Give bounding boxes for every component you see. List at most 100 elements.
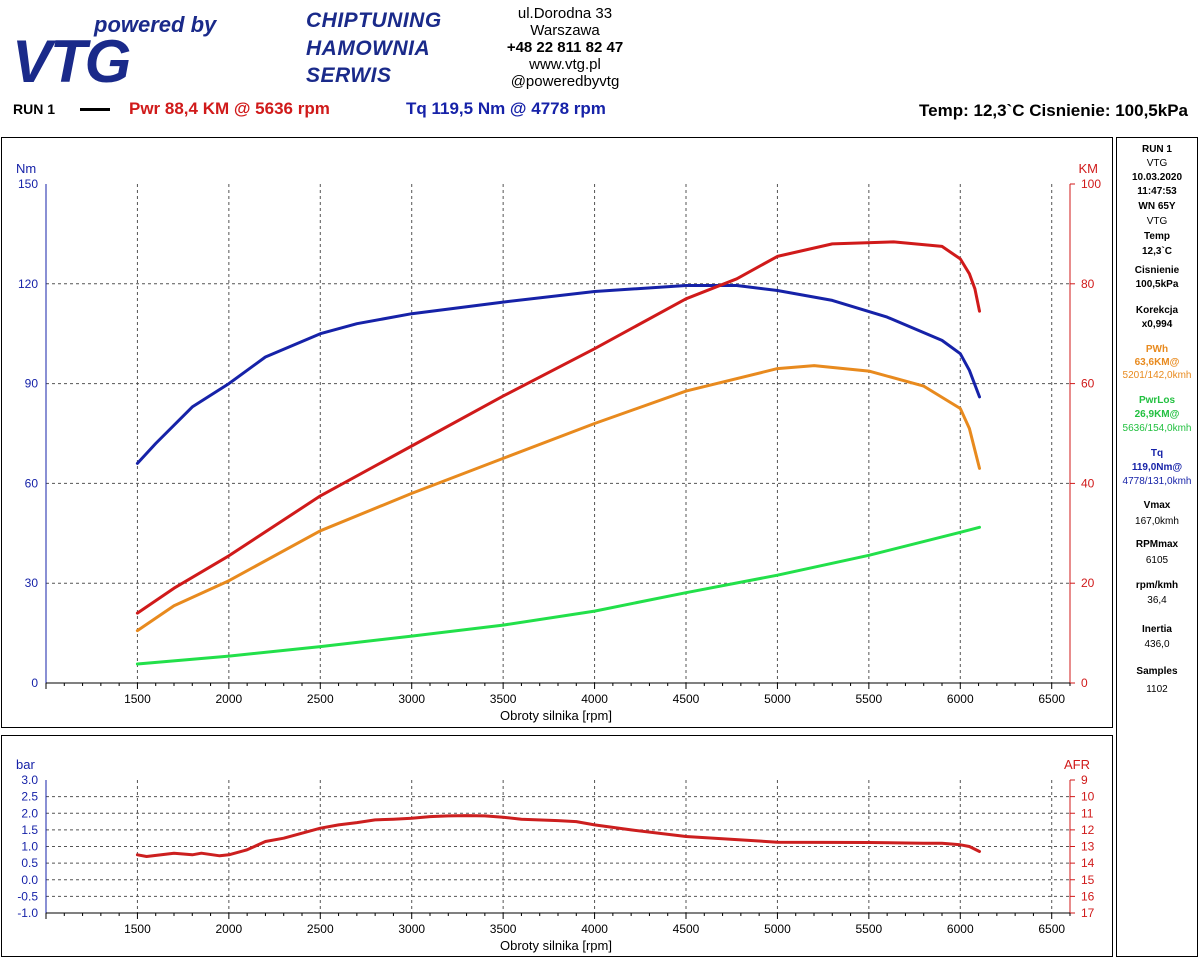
power-summary: Pwr 88,4 KM @ 5636 rpm bbox=[129, 99, 330, 118]
series-line-3 bbox=[135, 525, 981, 666]
run-info-line: x0,994 bbox=[1141, 319, 1173, 330]
x-tick-label: 5500 bbox=[856, 922, 883, 936]
y-tick-left: 0.0 bbox=[21, 873, 38, 887]
x-tick-label: 3500 bbox=[490, 922, 517, 936]
y-tick-left: 120 bbox=[18, 277, 38, 291]
vtg-logo: powered by VTG bbox=[12, 12, 218, 84]
run-info-line: 5201/142,0kmh bbox=[1122, 370, 1192, 381]
y-tick-right: 60 bbox=[1081, 377, 1095, 391]
x-axis-label: Obroty silnika [rpm] bbox=[500, 708, 612, 723]
y-tick-right: 15 bbox=[1081, 873, 1095, 887]
y-tick-right: 10 bbox=[1081, 790, 1095, 804]
run-info-line: 4778/131,0kmh bbox=[1122, 476, 1192, 487]
y-tick-right: 14 bbox=[1081, 856, 1095, 870]
x-tick-label: 5000 bbox=[764, 922, 791, 936]
y-tick-left: 60 bbox=[25, 476, 39, 490]
run-info-line: PwrLos bbox=[1138, 395, 1176, 406]
y-tick-right: 13 bbox=[1081, 840, 1095, 854]
y-tick-right: 11 bbox=[1081, 806, 1094, 820]
run-info-panel: RUN 1 VTG 10.03.2020 11:47:53 WN 65Y VTG Temp 1… bbox=[1116, 137, 1198, 957]
x-tick-label: 3000 bbox=[398, 692, 425, 706]
run-info-line: rpm/kmh bbox=[1135, 580, 1179, 591]
y-tick-right: 20 bbox=[1081, 576, 1095, 590]
y-tick-left: 30 bbox=[25, 576, 39, 590]
run-info-line: 100,5kPa bbox=[1135, 279, 1179, 290]
run-info-line: Tq bbox=[1150, 448, 1164, 459]
afr-chart-panel: bar AFR Obroty silnika [rpm] 3.0 2.5 2.0 1.… bbox=[1, 735, 1113, 957]
address-city: Warszawa bbox=[530, 22, 600, 39]
address-street: ul.Dorodna 33 bbox=[517, 5, 613, 22]
x-tick-label: 1500 bbox=[124, 922, 151, 936]
series-line-0 bbox=[135, 284, 981, 465]
x-tick-label: 2000 bbox=[216, 922, 243, 936]
y-tick-right: 100 bbox=[1081, 177, 1101, 191]
y-axis-left-label: Nm bbox=[16, 161, 36, 176]
y-tick-left: -0.5 bbox=[17, 889, 38, 903]
x-tick-label: 1500 bbox=[124, 692, 151, 706]
run-info-line: Inertia bbox=[1141, 624, 1172, 635]
address-phone: +48 22 811 82 47 bbox=[506, 39, 624, 56]
run-info-line: 167,0kmh bbox=[1135, 516, 1179, 527]
run-info-line: 10.03.2020 bbox=[1131, 172, 1183, 183]
run-info-line: WN 65Y bbox=[1138, 201, 1176, 212]
x-tick-label: 6500 bbox=[1038, 692, 1065, 706]
y-tick-right: 40 bbox=[1081, 476, 1095, 490]
brand-line-hamownia: HAMOWNIA bbox=[306, 37, 431, 60]
y-tick-left: 1.0 bbox=[21, 840, 38, 854]
x-tick-label: 3500 bbox=[490, 692, 517, 706]
y-tick-left: 0.5 bbox=[21, 856, 38, 870]
y-tick-right: 12 bbox=[1081, 823, 1095, 837]
run-info-line: 436,0 bbox=[1144, 639, 1170, 650]
run-info-line: Vmax bbox=[1143, 500, 1171, 511]
run-info-line: VTG bbox=[1146, 216, 1168, 227]
x-tick-label: 4000 bbox=[581, 922, 608, 936]
y-tick-left: 90 bbox=[25, 377, 39, 391]
run-info-line: Samples bbox=[1136, 666, 1178, 677]
run-info-line: 6105 bbox=[1145, 555, 1169, 566]
x-tick-label: 5000 bbox=[764, 692, 791, 706]
y-tick-left: -1.0 bbox=[17, 906, 38, 920]
y-tick-right: 9 bbox=[1081, 773, 1088, 787]
brand-line-chiptuning: CHIPTUNING bbox=[306, 9, 442, 32]
x-tick-label: 4500 bbox=[673, 922, 700, 936]
logo-tagline: powered by bbox=[93, 12, 218, 37]
x-tick-label: 3000 bbox=[398, 922, 425, 936]
y-tick-left: 3.0 bbox=[21, 773, 38, 787]
x-tick-label: 4500 bbox=[673, 692, 700, 706]
y-tick-left: 2.0 bbox=[21, 806, 38, 820]
run-info-line: 26,9KM@ bbox=[1134, 409, 1180, 420]
run-info-line: Cisnienie bbox=[1134, 265, 1180, 276]
main-chart-panel: Nm KM Obroty silnika [rpm] 0 30 60 90 120 150… bbox=[1, 137, 1113, 728]
x-tick-label: 5500 bbox=[856, 692, 883, 706]
run-label: RUN 1 bbox=[13, 101, 56, 117]
y-tick-left: 0 bbox=[31, 676, 38, 690]
torque-summary: Tq 119,5 Nm @ 4778 rpm bbox=[406, 99, 606, 118]
run-info-line: 1102 bbox=[1146, 684, 1168, 695]
y-tick-left: 150 bbox=[18, 177, 38, 191]
series-line-1 bbox=[135, 240, 981, 615]
x-tick-label: 2000 bbox=[216, 692, 243, 706]
y-tick-right: 0 bbox=[1081, 676, 1088, 690]
run-legend-swatch bbox=[80, 108, 110, 111]
series-line-0 bbox=[135, 814, 981, 858]
address-website: www.vtg.pl bbox=[529, 56, 601, 73]
y-axis-left-label-boost: bar bbox=[16, 757, 35, 772]
run-info-line: 63,6KM@ bbox=[1134, 357, 1180, 368]
x-tick-label: 6000 bbox=[947, 922, 974, 936]
logo-wordmark: VTG bbox=[12, 28, 130, 84]
y-axis-right-label: KM bbox=[1079, 161, 1099, 176]
y-axis-right-label-afr: AFR bbox=[1064, 757, 1090, 772]
x-axis-label-afr: Obroty silnika [rpm] bbox=[500, 938, 612, 953]
brand-line-serwis: SERWIS bbox=[306, 64, 392, 87]
run-info-line: RPMmax bbox=[1135, 539, 1179, 550]
y-tick-left: 2.5 bbox=[21, 790, 38, 804]
y-tick-right: 16 bbox=[1081, 889, 1095, 903]
run-info-line: 36,4 bbox=[1147, 595, 1167, 606]
run-info-line: 11:47:53 bbox=[1137, 186, 1177, 197]
run-info-line: Temp bbox=[1144, 231, 1170, 242]
boost-afr-chart: bar AFR Obroty silnika [rpm] 3.0 2.5 2.0 1.… bbox=[16, 757, 1095, 953]
run-info-line: 12,3`C bbox=[1141, 246, 1172, 257]
ambient-conditions: Temp: 12,3`C Cisnienie: 100,5kPa bbox=[919, 101, 1188, 120]
address-social: @poweredbyvtg bbox=[510, 73, 620, 90]
x-tick-label: 4000 bbox=[581, 692, 608, 706]
